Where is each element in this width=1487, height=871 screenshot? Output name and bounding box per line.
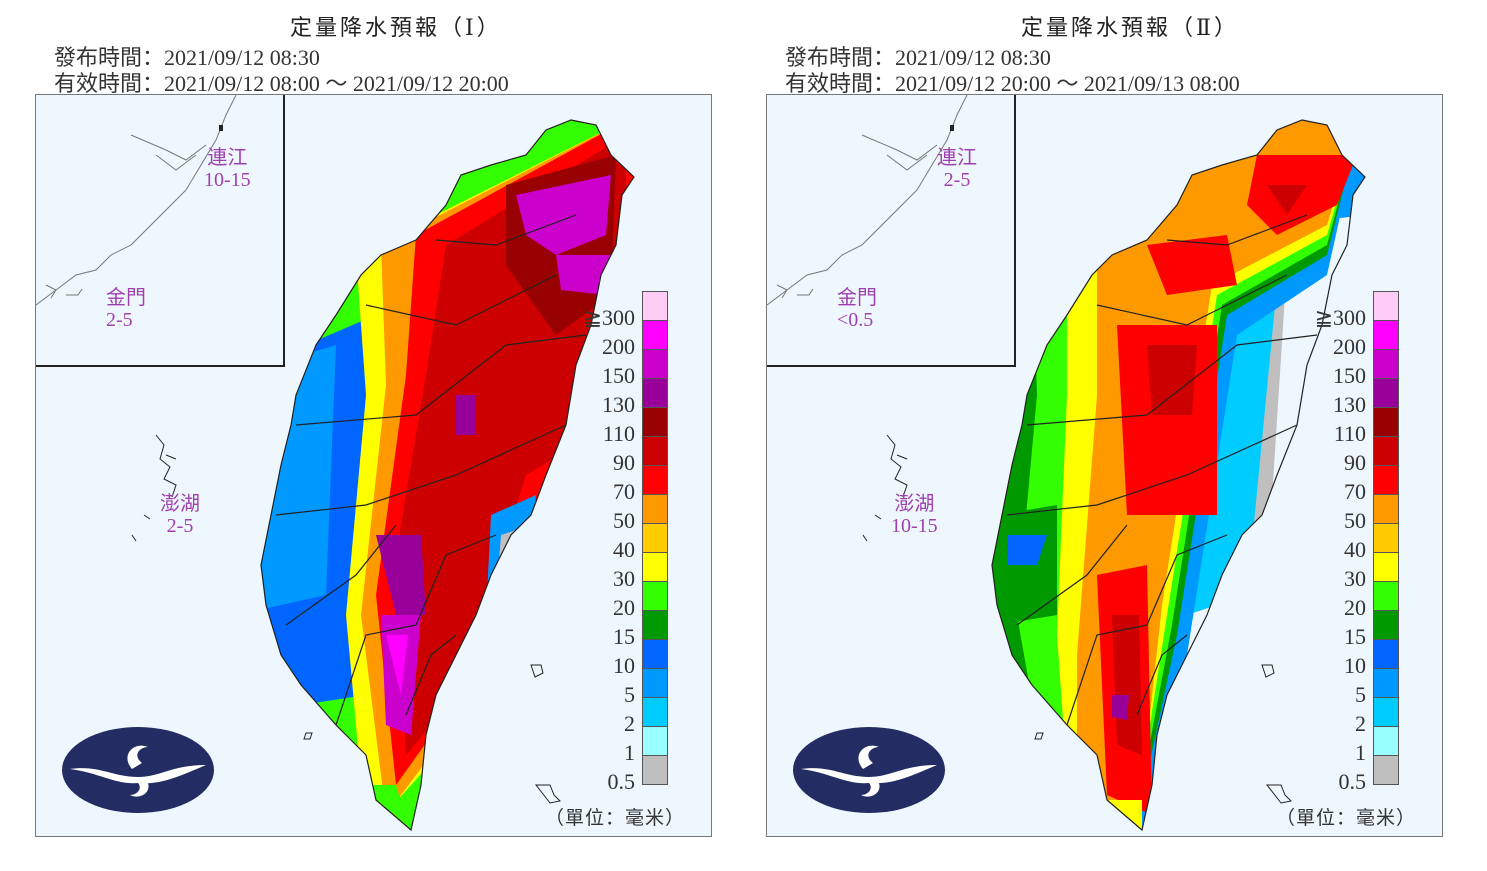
- issue-time: 發布時間：2021/09/12 08:30: [785, 45, 1051, 70]
- legend-label: 110: [1333, 421, 1366, 446]
- kinmen-matsu-inset: 連江 10-15 金門 2-5: [36, 95, 285, 367]
- rainfall-map: 連江 10-15 金門 2-5 澎湖 2-5: [35, 94, 712, 837]
- legend-swatch: [1373, 610, 1399, 639]
- legend-swatch: [1373, 407, 1399, 436]
- legend-label: 90: [613, 450, 635, 475]
- valid-time: 有效時間：2021/09/12 20:00 ～ 2021/09/13 08:00: [785, 71, 1240, 96]
- legend-label: 1: [624, 740, 635, 765]
- legend-swatch: [642, 726, 668, 755]
- legend-swatch: [1373, 320, 1399, 349]
- legend-label: 70: [1344, 479, 1366, 504]
- legend-label: 15: [1344, 624, 1366, 649]
- legend-swatch: [1373, 378, 1399, 407]
- legend-label: 30: [1344, 566, 1366, 591]
- legend-swatch: [1373, 291, 1399, 320]
- legend-swatch: [1373, 523, 1399, 552]
- legend-label: 50: [613, 508, 635, 533]
- legend-label: 5: [624, 682, 635, 707]
- legend-swatch: [1373, 494, 1399, 523]
- fujian-coastline-icon: [36, 95, 237, 306]
- legend-swatch: [642, 552, 668, 581]
- legend-label: 150: [602, 363, 635, 388]
- legend-label: 10: [613, 653, 635, 678]
- legend-label: 30: [613, 566, 635, 591]
- qpf-panel-1: 定量降水預報（Ⅰ） 發布時間：2021/09/12 08:30 有效時間：202…: [30, 0, 720, 871]
- panel-title: 定量降水預報（Ⅱ）: [1021, 15, 1239, 40]
- fujian-coastline-icon: [767, 95, 968, 306]
- legend-label: 10: [1344, 653, 1366, 678]
- legend-swatch: [1373, 349, 1399, 378]
- unit-label: （單位：毫米）: [1275, 808, 1416, 829]
- legend-swatch: [1373, 697, 1399, 726]
- qpf-panel-2: 定量降水預報（Ⅱ） 發布時間：2021/09/12 08:30 有效時間：202…: [761, 0, 1451, 871]
- legend-swatch: [642, 378, 668, 407]
- cwb-cloud-logo-icon: [62, 727, 214, 813]
- legend-swatch: [1373, 755, 1399, 785]
- legend-label: 200: [602, 334, 635, 359]
- legend-swatch: [642, 349, 668, 378]
- unit-label: （單位：毫米）: [544, 808, 685, 829]
- penghu-label: 澎湖 2-5: [160, 493, 200, 537]
- cwb-cloud-logo-icon: [793, 727, 945, 813]
- legend-label: 1: [1355, 740, 1366, 765]
- issue-time: 發布時間：2021/09/12 08:30: [54, 45, 320, 70]
- legend-label: 130: [1333, 392, 1366, 417]
- legend-swatch: [642, 291, 668, 320]
- legend-swatch: [642, 697, 668, 726]
- legend-label: ≧300: [583, 305, 635, 330]
- legend-swatch: [1373, 581, 1399, 610]
- lienchiang-label: 連江 2-5: [937, 147, 977, 191]
- legend-label: 70: [613, 479, 635, 504]
- legend-swatch: [642, 320, 668, 349]
- kinmen-matsu-inset: 連江 2-5 金門 <0.5: [767, 95, 1016, 367]
- rainfall-map: 連江 2-5 金門 <0.5 澎湖 10-15: [766, 94, 1443, 837]
- legend-swatch: [642, 581, 668, 610]
- legend-label: 130: [602, 392, 635, 417]
- legend-swatch: [642, 523, 668, 552]
- legend-label: 90: [1344, 450, 1366, 475]
- legend-swatch: [642, 436, 668, 465]
- legend-swatch: [642, 755, 668, 785]
- rainfall-legend: [1373, 291, 1399, 785]
- legend-label: 15: [613, 624, 635, 649]
- legend-label: 5: [1355, 682, 1366, 707]
- legend-label: 0.5: [607, 769, 636, 794]
- legend-swatch: [642, 639, 668, 668]
- rainfall-legend: [642, 291, 668, 785]
- legend-label: 200: [1333, 334, 1366, 359]
- legend-swatch: [642, 407, 668, 436]
- legend-label: 50: [1344, 508, 1366, 533]
- legend-label: 2: [624, 711, 635, 736]
- legend-label: 150: [1333, 363, 1366, 388]
- legend-swatch: [1373, 726, 1399, 755]
- kinmen-label: 金門 2-5: [106, 287, 146, 331]
- penghu-label: 澎湖 10-15: [891, 493, 938, 537]
- taiwan-rainfall-map-icon: [862, 119, 1366, 832]
- valid-time: 有效時間：2021/09/12 08:00 ～ 2021/09/12 20:00: [54, 71, 509, 96]
- panel-title: 定量降水預報（Ⅰ）: [290, 15, 502, 40]
- legend-label: ≧300: [1314, 305, 1366, 330]
- taiwan-rainfall-map-icon: [131, 119, 635, 832]
- lienchiang-label: 連江 10-15: [204, 147, 251, 191]
- legend-swatch: [1373, 668, 1399, 697]
- legend-swatch: [642, 494, 668, 523]
- legend-label: 20: [613, 595, 635, 620]
- legend-swatch: [1373, 639, 1399, 668]
- legend-label: 20: [1344, 595, 1366, 620]
- legend-label: 40: [613, 537, 635, 562]
- legend-swatch: [1373, 552, 1399, 581]
- legend-label: 2: [1355, 711, 1366, 736]
- kinmen-label: 金門 <0.5: [837, 287, 877, 331]
- legend-swatch: [1373, 465, 1399, 494]
- legend-swatch: [642, 465, 668, 494]
- legend-swatch: [1373, 436, 1399, 465]
- legend-label: 110: [602, 421, 635, 446]
- legend-swatch: [642, 610, 668, 639]
- legend-swatch: [642, 668, 668, 697]
- legend-label: 0.5: [1338, 769, 1367, 794]
- legend-label: 40: [1344, 537, 1366, 562]
